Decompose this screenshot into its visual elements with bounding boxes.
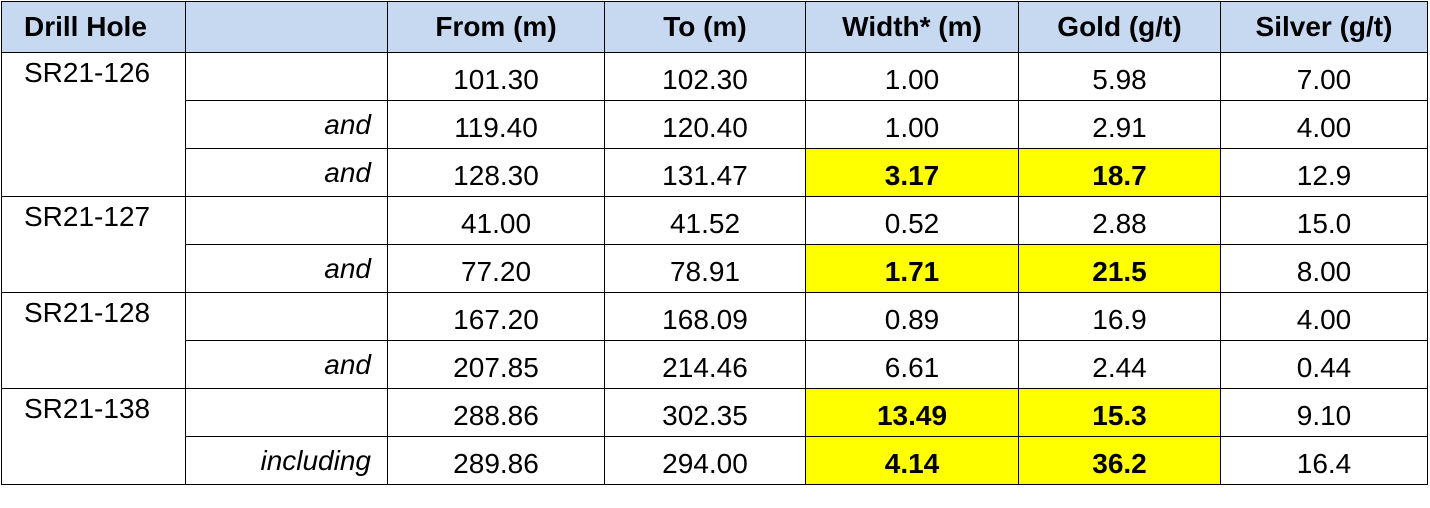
value-cell: 7.00 — [1220, 52, 1428, 101]
header-cell: Width* (m) — [805, 1, 1019, 53]
table-row: and 119.40 120.40 1.00 2.91 4.00 — [2, 100, 1428, 149]
qualifier-cell: and — [185, 244, 388, 293]
value-cell: 36.2 — [1018, 436, 1221, 485]
value-cell: 2.44 — [1018, 340, 1221, 389]
qualifier-cell: including — [185, 436, 388, 485]
value-cell: 120.40 — [604, 100, 806, 149]
value-cell: 6.61 — [805, 340, 1019, 389]
value-cell: 0.52 — [805, 196, 1019, 245]
drill-hole-cell: SR21-126 — [1, 52, 186, 197]
header-row: Drill Hole From (m) To (m) Width* (m) Gold … — [1, 1, 1428, 53]
table-row: and 128.30 131.47 3.17 18.7 12.9 — [2, 148, 1428, 197]
table-row: SR21-138 288.86 302.35 13.49 15.3 9.10 — [1, 388, 1428, 485]
value-cell: 4.14 — [805, 436, 1019, 485]
drill-hole-cell: SR21-138 — [1, 388, 186, 485]
table-row: SR21-127 41.00 41.52 0.52 2.88 15.0 — [1, 196, 1428, 293]
value-cell: 15.3 — [1018, 388, 1221, 437]
value-cell: 12.9 — [1220, 148, 1428, 197]
value-cell: 15.0 — [1220, 196, 1428, 245]
qualifier-cell: and — [185, 100, 388, 149]
value-cell: 294.00 — [604, 436, 806, 485]
value-cell: 13.49 — [805, 388, 1019, 437]
value-cell: 5.98 — [1018, 52, 1221, 101]
table-row: including 289.86 294.00 4.14 36.2 16.4 — [2, 436, 1428, 485]
value-cell: 3.17 — [805, 148, 1019, 197]
qualifier-cell — [185, 196, 388, 245]
value-cell: 207.85 — [387, 340, 605, 389]
value-cell: 78.91 — [604, 244, 806, 293]
header-cell: Drill Hole — [1, 1, 186, 53]
qualifier-cell — [185, 388, 388, 437]
header-cell: Silver (g/t) — [1220, 1, 1428, 53]
value-cell: 4.00 — [1220, 100, 1428, 149]
value-cell: 1.00 — [805, 100, 1019, 149]
value-cell: 102.30 — [604, 52, 806, 101]
drill-hole-cell: SR21-127 — [1, 196, 186, 293]
value-cell: 41.00 — [387, 196, 605, 245]
value-cell: 16.9 — [1018, 292, 1221, 341]
value-cell: 21.5 — [1018, 244, 1221, 293]
qualifier-cell: and — [185, 148, 388, 197]
table-body: SR21-126 101.30 102.30 1.00 5.98 7.00 and 119.4… — [1, 52, 1428, 485]
value-cell: 77.20 — [387, 244, 605, 293]
drill-hole-cell: SR21-128 — [1, 292, 186, 389]
value-cell: 168.09 — [604, 292, 806, 341]
value-cell: 0.44 — [1220, 340, 1428, 389]
qualifier-cell — [185, 52, 388, 101]
value-cell: 214.46 — [604, 340, 806, 389]
value-cell: 41.52 — [604, 196, 806, 245]
table-row: SR21-126 101.30 102.30 1.00 5.98 7.00 — [1, 52, 1428, 197]
value-cell: 288.86 — [387, 388, 605, 437]
value-cell: 289.86 — [387, 436, 605, 485]
value-cell: 101.30 — [387, 52, 605, 101]
table-row: and 207.85 214.46 6.61 2.44 0.44 — [2, 340, 1428, 389]
qualifier-cell: and — [185, 340, 388, 389]
value-cell: 1.71 — [805, 244, 1019, 293]
value-cell: 2.91 — [1018, 100, 1221, 149]
value-cell: 302.35 — [604, 388, 806, 437]
table-row: and 77.20 78.91 1.71 21.5 8.00 — [2, 244, 1428, 293]
header-cell: From (m) — [387, 1, 605, 53]
value-cell: 0.89 — [805, 292, 1019, 341]
results-table: Drill Hole From (m) To (m) Width* (m) Gold … — [1, 1, 1428, 485]
header-cell — [185, 1, 388, 53]
value-cell: 128.30 — [387, 148, 605, 197]
value-cell: 1.00 — [805, 52, 1019, 101]
table-row: SR21-128 167.20 168.09 0.89 16.9 4.00 — [1, 292, 1428, 389]
value-cell: 4.00 — [1220, 292, 1428, 341]
value-cell: 167.20 — [387, 292, 605, 341]
value-cell: 8.00 — [1220, 244, 1428, 293]
header-cell: To (m) — [604, 1, 806, 53]
value-cell: 9.10 — [1220, 388, 1428, 437]
value-cell: 131.47 — [604, 148, 806, 197]
qualifier-cell — [185, 292, 388, 341]
value-cell: 119.40 — [387, 100, 605, 149]
value-cell: 18.7 — [1018, 148, 1221, 197]
value-cell: 2.88 — [1018, 196, 1221, 245]
value-cell: 16.4 — [1220, 436, 1428, 485]
header-cell: Gold (g/t) — [1018, 1, 1221, 53]
